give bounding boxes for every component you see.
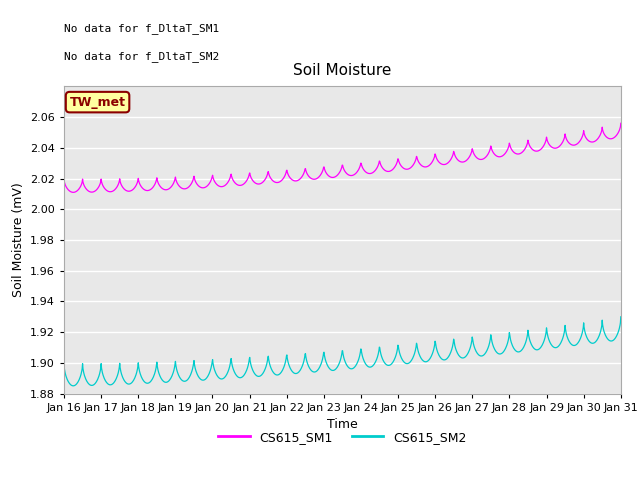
CS615_SM2 — [617, 314, 625, 320]
CS615_SM2 — [429, 348, 437, 354]
Line: CS615_SM1: CS615_SM1 — [64, 123, 621, 192]
Text: TW_met: TW_met — [70, 96, 125, 108]
CS615_SM1 — [70, 190, 77, 195]
CS615_SM1 — [551, 145, 559, 151]
CS615_SM1 — [617, 120, 625, 126]
Title: Soil Moisture: Soil Moisture — [293, 63, 392, 78]
CS615_SM2 — [246, 360, 254, 366]
CS615_SM1 — [60, 176, 68, 181]
CS615_SM2 — [70, 383, 77, 389]
Line: CS615_SM2: CS615_SM2 — [64, 317, 621, 386]
CS615_SM2 — [502, 345, 509, 350]
CS615_SM1 — [184, 184, 192, 190]
Text: No data for f_DltaT_SM1: No data for f_DltaT_SM1 — [64, 23, 220, 34]
CS615_SM2 — [551, 345, 559, 350]
CS615_SM2 — [60, 360, 68, 366]
CS615_SM1 — [429, 157, 437, 163]
CS615_SM1 — [246, 173, 254, 179]
CS615_SM1 — [502, 150, 509, 156]
X-axis label: Time: Time — [327, 418, 358, 431]
Legend: CS615_SM1, CS615_SM2: CS615_SM1, CS615_SM2 — [213, 426, 472, 449]
CS615_SM2 — [171, 364, 179, 370]
Text: No data for f_DltaT_SM2: No data for f_DltaT_SM2 — [64, 51, 220, 61]
Y-axis label: Soil Moisture (mV): Soil Moisture (mV) — [12, 182, 24, 298]
CS615_SM1 — [171, 178, 179, 183]
CS615_SM2 — [184, 376, 192, 382]
